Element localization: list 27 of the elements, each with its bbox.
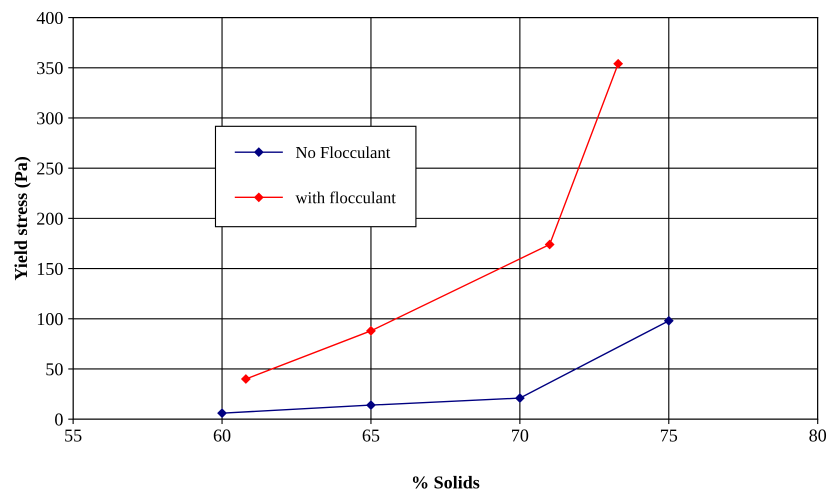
x-axis-title: % Solids xyxy=(412,476,480,489)
point xyxy=(366,326,376,336)
y-axis-title: Yield stress (Pa) xyxy=(14,156,31,280)
point xyxy=(545,240,554,250)
point xyxy=(217,408,227,418)
x-tick-label: 65 xyxy=(362,429,380,442)
x-tick-label: 75 xyxy=(660,430,678,442)
y-tick-label: 400 xyxy=(36,12,63,24)
y-tick-label: 200 xyxy=(37,212,63,225)
y-tick-label: 150 xyxy=(38,262,63,276)
x-tick-label: 55 xyxy=(65,430,82,442)
point xyxy=(241,374,250,384)
y-tick-label: 250 xyxy=(37,162,63,175)
x-tick-label: 70 xyxy=(512,429,528,442)
y-tick-label: 100 xyxy=(38,313,63,326)
x-tick-label: 80 xyxy=(809,429,826,442)
y-tick-label: 350 xyxy=(37,62,63,74)
x-tick-label: 60 xyxy=(214,429,230,442)
y-tick-label: 50 xyxy=(46,363,63,376)
point xyxy=(515,393,524,403)
y-tick-label: 0 xyxy=(55,413,63,426)
point xyxy=(664,316,674,326)
point xyxy=(614,59,623,68)
legend-label: No Flocculant xyxy=(296,146,390,158)
point xyxy=(366,400,376,410)
legend-label: with flocculant xyxy=(296,191,396,204)
y-tick-label: 300 xyxy=(37,112,63,124)
